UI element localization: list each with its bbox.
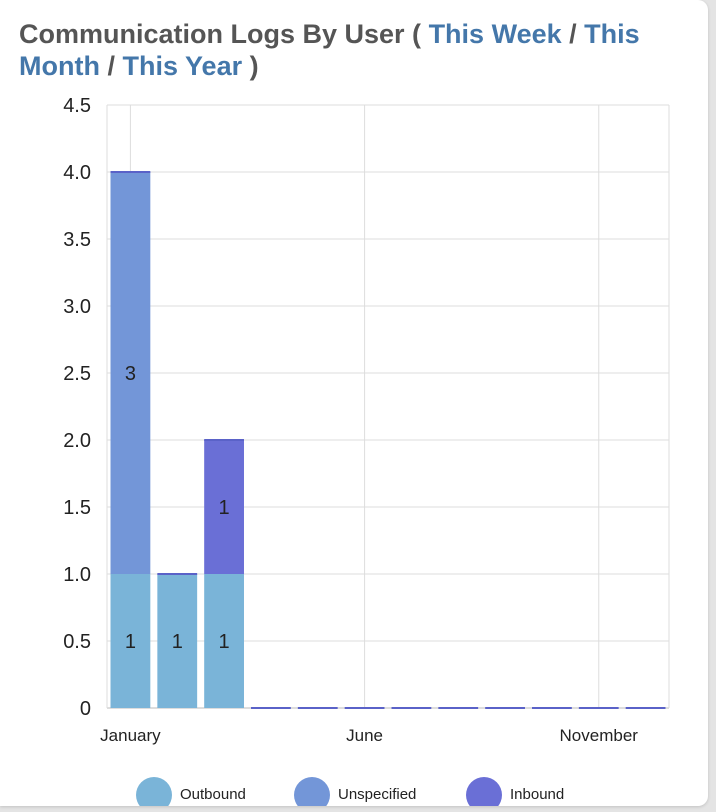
y-tick-label: 0.5 (63, 631, 91, 653)
y-tick-label: 1.5 (63, 497, 91, 519)
legend-swatch[interactable] (294, 777, 330, 806)
this-month-link[interactable]: This Month (19, 19, 640, 81)
bar-segment[interactable] (204, 440, 244, 574)
this-week-link[interactable]: This Week (428, 19, 562, 49)
y-tick-label: 0 (80, 698, 91, 720)
legend-label[interactable]: Unspecified (338, 786, 416, 803)
title-prefix: Communication Logs By User ( (19, 19, 422, 49)
y-tick-label: 2.0 (63, 430, 91, 452)
x-tick-label: January (100, 726, 161, 745)
bar-segment[interactable] (110, 574, 151, 708)
this-year-link[interactable]: This Year (122, 51, 243, 81)
y-tick-label: 4.0 (63, 162, 91, 184)
data-label: 1 (125, 631, 136, 653)
data-label: 1 (219, 631, 230, 653)
y-tick-label: 1.0 (63, 564, 91, 586)
y-tick-label: 4.5 (63, 95, 91, 117)
chart-title: Communication Logs By User ( This Week /… (19, 18, 699, 82)
y-tick-label: 3.0 (63, 296, 91, 318)
y-tick-label: 2.5 (63, 363, 91, 385)
x-tick-label: June (346, 726, 383, 745)
data-label: 1 (172, 631, 183, 653)
legend-swatch[interactable] (136, 777, 172, 806)
legend-label[interactable]: Inbound (510, 786, 564, 803)
title-suffix: ) (249, 51, 259, 81)
legend-label[interactable]: Outbound (180, 786, 246, 803)
title-separator: / (107, 51, 115, 81)
title-separator: / (569, 19, 577, 49)
bar-segment[interactable] (110, 172, 151, 574)
legend-swatch[interactable] (466, 777, 502, 806)
data-label: 1 (219, 497, 230, 519)
bar-segment[interactable] (157, 574, 198, 708)
data-label: 3 (125, 363, 136, 385)
y-tick-label: 3.5 (63, 229, 91, 251)
x-tick-label: November (560, 726, 639, 745)
bar-segment[interactable] (204, 574, 244, 708)
